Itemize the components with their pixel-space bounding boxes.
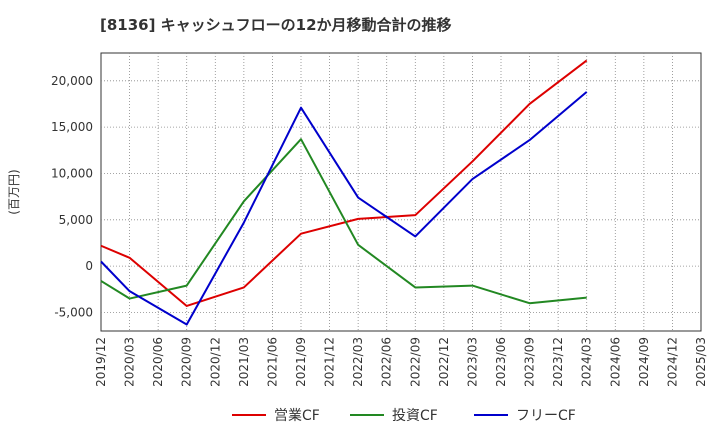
x-tick-label: 2019/12 [94,337,108,387]
y-tick-label: -5,000 [54,305,93,319]
y-tick-label: 10,000 [51,166,93,180]
y-tick-label: 5,000 [59,213,93,227]
x-tick-label: 2022/09 [408,337,422,387]
x-axis-ticks: 2019/12 2020/03 2020/06 2020/09 2020/12 2021/… [94,337,708,387]
x-tick-label: 2023/06 [494,337,508,387]
grid-lines [101,53,701,331]
series-line [100,59,588,307]
y-axis-ticks: -5,000 0 5,000 10,000 15,000 20,000 [51,74,93,320]
y-tick-label: 0 [85,259,93,273]
plot-area [100,52,702,332]
legend-label: フリーCF [516,408,576,424]
series-line [100,138,587,305]
x-tick-label: 2023/03 [465,337,479,387]
x-tick-label: 2021/12 [323,337,337,387]
legend-label: 投資CF [392,408,438,424]
legend: 営業CF 投資CF フリーCF [232,408,576,424]
x-tick-label: 2022/06 [380,337,394,387]
chart-title: [8136] キャッシュフローの12か月移動合計の推移 [100,16,452,34]
x-tick-label: 2024/12 [665,337,679,387]
legend-label: 営業CF [274,408,320,424]
y-tick-label: 15,000 [51,120,93,134]
x-tick-label: 2021/03 [237,337,251,387]
x-tick-label: 2023/09 [523,337,537,387]
x-tick-label: 2025/03 [694,337,708,387]
x-tick-label: 2023/12 [551,337,565,387]
x-tick-label: 2021/06 [265,337,279,387]
x-tick-label: 2024/03 [580,337,594,387]
series-line [100,91,588,326]
x-tick-label: 2024/09 [637,337,651,387]
x-tick-label: 2022/03 [351,337,365,387]
x-tick-label: 2020/12 [208,337,222,387]
x-tick-label: 2022/12 [437,337,451,387]
x-tick-label: 2020/09 [180,337,194,387]
y-tick-label: 20,000 [51,74,93,88]
series-lines [100,59,588,326]
x-tick-label: 2020/06 [151,337,165,387]
x-tick-label: 2024/06 [608,337,622,387]
y-axis-label: (百万円) [7,169,21,214]
x-tick-label: 2021/09 [294,337,308,387]
x-tick-label: 2020/03 [123,337,137,387]
